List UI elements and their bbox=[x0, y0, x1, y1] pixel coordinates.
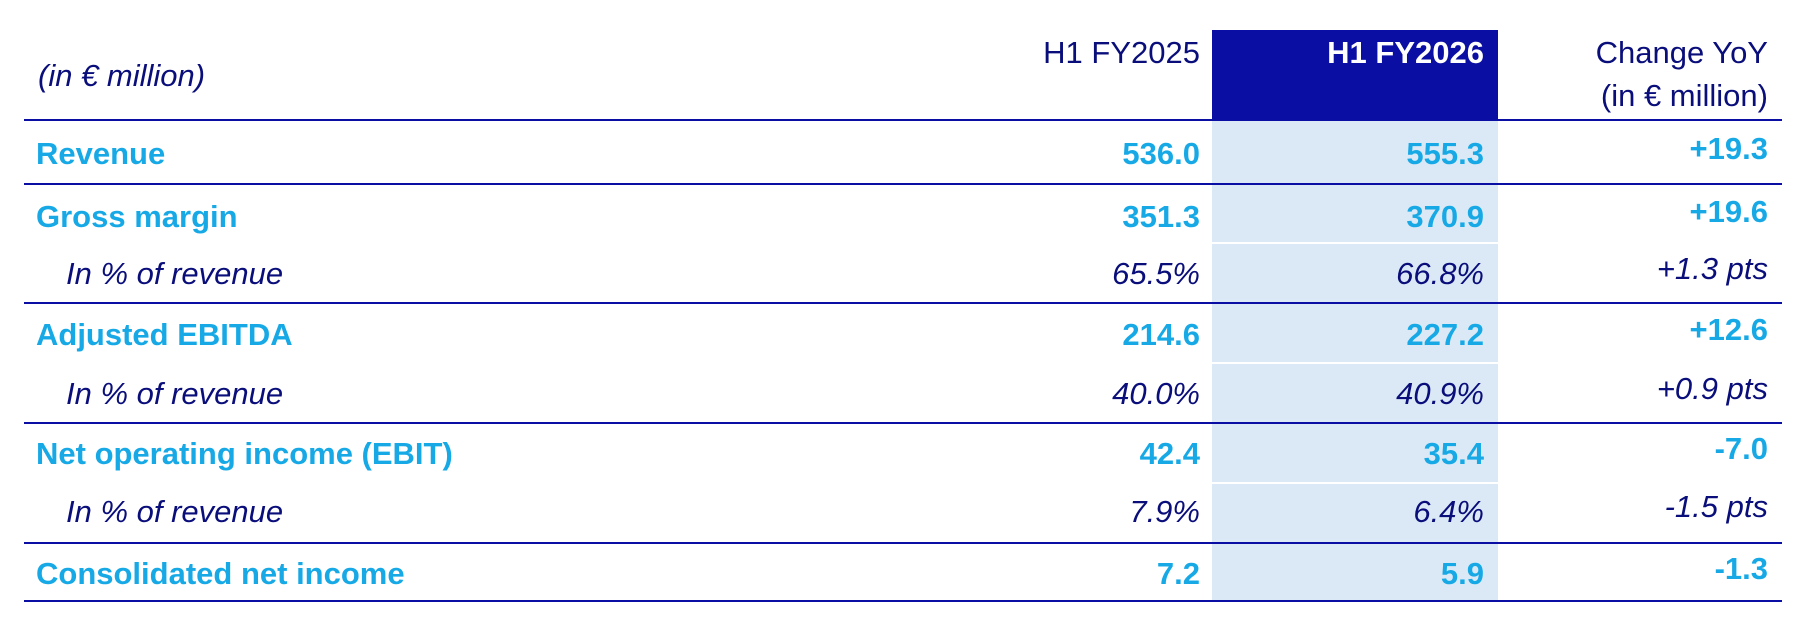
bottom-rule bbox=[24, 600, 1782, 602]
cell-net-income-prev: 7.2 bbox=[1156, 556, 1200, 591]
row-label-revenue: Revenue bbox=[36, 136, 166, 171]
row-divider bbox=[24, 183, 1782, 185]
cell-gross-margin-pct-prev: 65.5% bbox=[1112, 256, 1200, 291]
column-header-change-line1: Change YoY bbox=[1595, 35, 1768, 70]
cell-ebit-prev: 42.4 bbox=[1139, 436, 1200, 471]
highlight-separator bbox=[1212, 242, 1498, 244]
row-label-ebitda-pct: In % of revenue bbox=[66, 376, 284, 411]
highlight-header-box bbox=[1212, 30, 1498, 119]
cell-ebit-pct-prev: 7.9% bbox=[1129, 494, 1200, 529]
row-label-ebit-pct: In % of revenue bbox=[66, 494, 284, 529]
row-label-net-income: Consolidated net income bbox=[36, 556, 405, 591]
column-header-prev: H1 FY2025 bbox=[1043, 35, 1200, 70]
cell-adjusted-ebitda-change: +12.6 bbox=[1689, 312, 1768, 347]
header-rule bbox=[24, 119, 1782, 121]
row-divider bbox=[24, 302, 1782, 304]
unit-label: (in € million) bbox=[38, 58, 206, 93]
cell-gross-margin-pct-change: +1.3 pts bbox=[1656, 251, 1768, 286]
cell-net-income-curr: 5.9 bbox=[1440, 556, 1484, 591]
cell-adjusted-ebitda-curr: 227.2 bbox=[1406, 317, 1484, 352]
highlight-separator bbox=[1212, 482, 1498, 484]
highlight-separator bbox=[1212, 362, 1498, 364]
cell-gross-margin-curr: 370.9 bbox=[1406, 199, 1484, 234]
row-divider bbox=[24, 542, 1782, 544]
cell-revenue-prev: 536.0 bbox=[1122, 136, 1200, 171]
column-header-curr: H1 FY2026 bbox=[1327, 35, 1484, 70]
cell-revenue-change: +19.3 bbox=[1689, 131, 1768, 166]
cell-gross-margin-change: +19.6 bbox=[1689, 194, 1768, 229]
cell-ebitda-pct-prev: 40.0% bbox=[1112, 376, 1200, 411]
cell-ebit-pct-change: -1.5 pts bbox=[1664, 489, 1768, 524]
row-divider bbox=[24, 422, 1782, 424]
row-label-ebit: Net operating income (EBIT) bbox=[36, 436, 453, 471]
cell-revenue-curr: 555.3 bbox=[1406, 136, 1484, 171]
cell-net-income-change: -1.3 bbox=[1714, 551, 1768, 586]
cell-gross-margin-pct-curr: 66.8% bbox=[1396, 256, 1484, 291]
row-label-gross-margin: Gross margin bbox=[36, 199, 238, 234]
cell-ebitda-pct-change: +0.9 pts bbox=[1656, 371, 1768, 406]
column-header-change-line2: (in € million) bbox=[1600, 78, 1768, 113]
cell-ebitda-pct-curr: 40.9% bbox=[1396, 376, 1484, 411]
cell-adjusted-ebitda-prev: 214.6 bbox=[1122, 317, 1200, 352]
highlight-column-background bbox=[1212, 119, 1498, 602]
cell-ebit-pct-curr: 6.4% bbox=[1413, 494, 1484, 529]
row-label-gross-margin-pct: In % of revenue bbox=[66, 256, 284, 291]
cell-ebit-change: -7.0 bbox=[1714, 431, 1768, 466]
row-label-adjusted-ebitda: Adjusted EBITDA bbox=[36, 317, 293, 352]
cell-gross-margin-prev: 351.3 bbox=[1122, 199, 1200, 234]
cell-ebit-curr: 35.4 bbox=[1423, 436, 1484, 471]
